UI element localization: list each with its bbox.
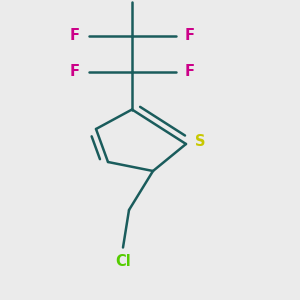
Text: Cl: Cl bbox=[115, 254, 131, 268]
Text: F: F bbox=[184, 64, 194, 80]
Text: F: F bbox=[184, 28, 194, 44]
Text: F: F bbox=[70, 28, 80, 44]
Text: S: S bbox=[195, 134, 206, 148]
Text: F: F bbox=[70, 64, 80, 80]
